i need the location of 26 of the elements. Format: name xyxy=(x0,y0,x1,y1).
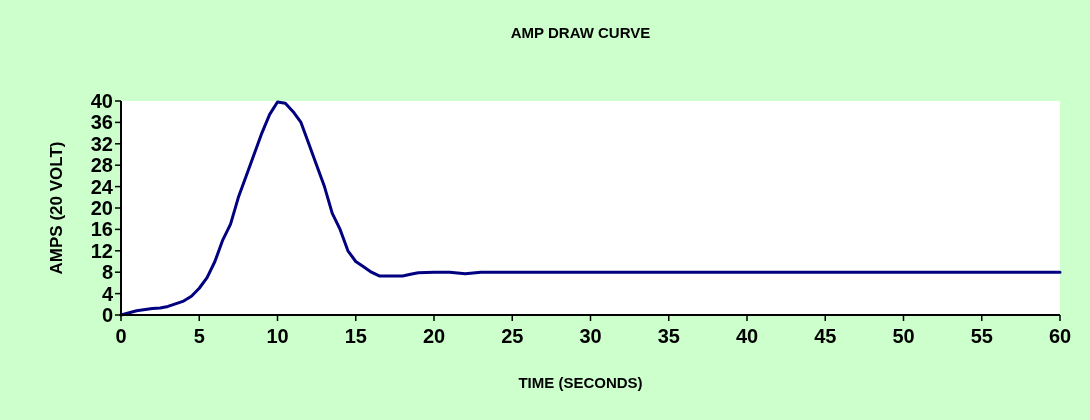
y-tick-label: 36 xyxy=(90,111,113,134)
y-tick-label: 16 xyxy=(90,218,113,241)
x-axis-title: TIME (SECONDS) xyxy=(518,374,643,391)
x-tick-label: 45 xyxy=(814,325,837,347)
x-tick-label: 30 xyxy=(579,325,602,347)
x-tick-label: 55 xyxy=(970,325,993,347)
x-tick-label: 40 xyxy=(735,325,759,347)
x-tick-label: 5 xyxy=(193,325,205,347)
x-tick-label: 25 xyxy=(501,325,524,347)
y-tick-label: 40 xyxy=(90,90,113,112)
y-tick-label: 4 xyxy=(101,282,114,305)
y-tick-label: 0 xyxy=(101,304,113,326)
y-tick-label: 24 xyxy=(90,175,114,198)
x-tick-label: 10 xyxy=(266,325,289,347)
y-axis-title: AMPS (20 VOLT) xyxy=(47,141,66,275)
x-tick-label: 60 xyxy=(1048,325,1072,347)
y-tick-label: 8 xyxy=(101,261,113,284)
x-tick-label: 20 xyxy=(422,325,446,347)
x-tick-label: 50 xyxy=(892,325,915,347)
y-tick-label: 20 xyxy=(90,197,113,219)
y-tick-label: 12 xyxy=(90,239,113,262)
x-tick-label: 15 xyxy=(344,325,367,347)
x-tick-label: 35 xyxy=(657,325,680,347)
y-tick-label: 32 xyxy=(90,132,113,155)
y-tick-label: 28 xyxy=(90,154,113,177)
chart-title: AMP DRAW CURVE xyxy=(510,24,651,41)
